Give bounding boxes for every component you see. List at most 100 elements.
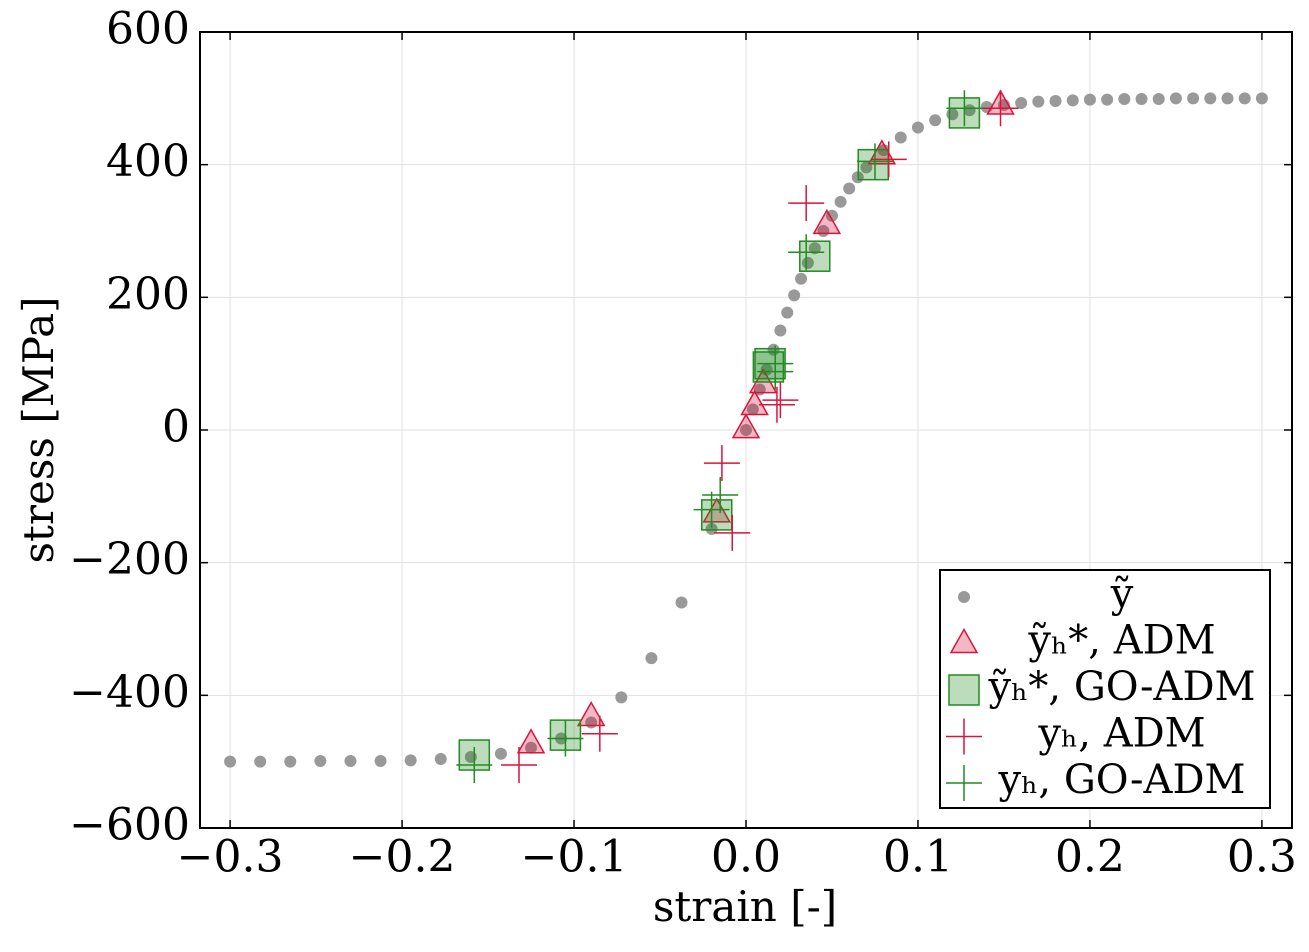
legend-text: ỹ [1110,571,1134,617]
point [525,741,538,754]
point [788,234,825,271]
legend-text: yₕ, ADM [1037,711,1205,757]
point [516,728,546,754]
point [856,143,893,180]
point [746,403,759,416]
point [701,499,733,531]
point [760,363,773,376]
point [812,208,842,235]
legend-frame [939,569,1271,809]
legend-marker [958,591,970,603]
point [911,121,924,134]
series [458,97,981,771]
point [781,306,794,319]
legend-marker [949,627,979,654]
point [1204,92,1217,105]
point [1238,92,1251,105]
point [494,747,507,760]
point [224,755,237,768]
legend-text: ỹₕ*, GO-ADM [988,664,1256,710]
legend-marker [946,718,982,755]
point [1083,93,1096,106]
point [748,368,778,394]
point [870,141,907,178]
x-tick-label: −0.1 [521,832,628,883]
y-axis-label: stress [MPa] [14,296,63,563]
point [963,104,976,117]
point [714,514,751,551]
point [615,691,628,704]
point [757,353,794,390]
point [314,755,327,768]
legend-text: yₕ, GO-ADM [998,757,1246,803]
legend-text: ỹₕ*, ADM [1027,618,1215,664]
y-tick-label: 600 [106,4,190,55]
point [982,90,1019,127]
point [645,652,658,665]
point [1187,92,1200,105]
legend-marker [946,765,982,801]
point [703,445,740,482]
point [434,753,447,766]
point [788,289,801,302]
point [1255,92,1268,105]
point [284,755,297,768]
point [702,497,732,523]
point [946,90,983,127]
point [1032,95,1045,108]
point [1015,96,1028,109]
x-tick-label: 0.2 [1055,832,1125,883]
point [762,382,799,419]
point [799,240,831,272]
y-tick-label: 200 [106,269,190,320]
y-tick-label: 400 [106,136,190,187]
point [740,424,752,436]
point [702,477,739,514]
point [581,715,618,752]
x-tick-label: −0.3 [177,832,284,883]
point [344,755,357,768]
point [404,754,417,767]
point [1221,92,1234,105]
point [801,256,814,269]
x-tick-label: 0.3 [1227,832,1297,883]
legend-marker [948,674,980,706]
series [224,92,1268,768]
point [929,114,942,127]
point [731,413,761,439]
point [894,131,907,144]
point [693,491,730,528]
point [1135,92,1148,105]
point [576,701,606,727]
point [1152,92,1165,105]
point [1169,92,1182,105]
point [1118,92,1131,105]
point [675,596,688,609]
point [1049,94,1062,107]
point [740,389,769,416]
series [456,90,983,783]
point [857,148,890,181]
point [758,386,795,423]
y-tick-label: 0 [162,402,190,453]
point [752,351,785,383]
point [254,755,267,768]
point [456,746,493,783]
point [1066,94,1079,107]
point [547,720,584,757]
x-tick-label: 0.1 [883,832,953,883]
plot-frame [199,31,1293,829]
point [1101,93,1114,106]
y-tick-label: −200 [69,534,190,585]
point [774,324,787,337]
point [834,195,847,208]
point [795,272,808,285]
point [767,343,780,356]
x-axis-label: strain [-] [653,882,837,931]
y-tick-label: −400 [69,667,190,718]
point [788,185,825,222]
y-tick-label: −600 [69,800,190,851]
point [501,746,538,783]
